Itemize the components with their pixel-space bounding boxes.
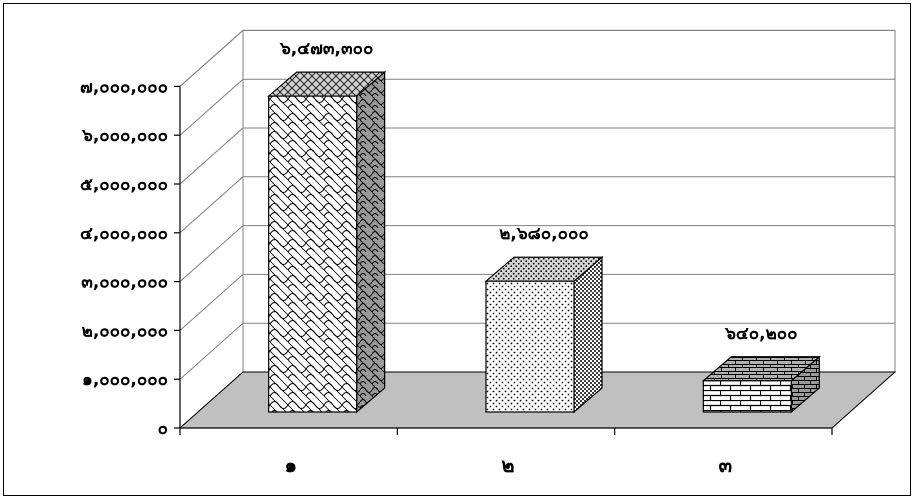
bar xyxy=(267,70,387,414)
value-axis-tick-label: ๖,๐๐๐,๐๐๐ xyxy=(81,126,168,146)
gridlines xyxy=(179,29,895,380)
bar-front-face xyxy=(268,95,358,413)
category-label: ๑ xyxy=(284,453,297,477)
bars xyxy=(267,70,821,414)
gridline xyxy=(179,78,895,136)
data-label: ๖๔๐,๒๐๐ xyxy=(724,324,797,344)
value-axis-tick-label: ๕,๐๐๐,๐๐๐ xyxy=(80,175,168,195)
bar-front-face xyxy=(702,380,792,413)
gridline xyxy=(179,273,895,331)
data-label: ๖,๔๗๓,๓๐๐ xyxy=(279,39,373,59)
bar-front-face xyxy=(485,280,575,413)
value-axis-tick-label: ๐ xyxy=(158,419,168,439)
bar-side-face xyxy=(356,70,386,414)
gridline xyxy=(179,176,895,234)
category-label: ๓ xyxy=(718,453,732,477)
value-axis-tick-label: ๗,๐๐๐,๐๐๐ xyxy=(80,77,168,97)
chart-walls xyxy=(179,29,896,430)
value-axis-tick-label: ๔,๐๐๐,๐๐๐ xyxy=(80,224,168,244)
gridline xyxy=(179,127,895,185)
gridline xyxy=(179,29,895,87)
value-axis-tick-label: ๓,๐๐๐,๐๐๐ xyxy=(81,273,168,293)
axes: ๐ ๑,๐๐๐,๐๐๐ ๒,๐๐๐,๐๐๐ ๓,๐๐๐,๐๐๐ ๔,๐๐๐,๐๐๐ ๕,๐… xyxy=(80,77,833,477)
side-wall xyxy=(179,29,244,430)
bar xyxy=(484,255,604,414)
data-label: ๒,๖๘๐,๐๐๐ xyxy=(499,224,589,244)
bar-side-face xyxy=(573,255,603,414)
bar xyxy=(701,355,821,414)
gridline xyxy=(179,322,895,380)
category-label: ๒ xyxy=(501,453,514,477)
value-axis-tick-label: ๑,๐๐๐,๐๐๐ xyxy=(82,370,168,390)
gridline xyxy=(179,225,895,282)
value-axis-tick-label: ๒,๐๐๐,๐๐๐ xyxy=(82,321,168,341)
